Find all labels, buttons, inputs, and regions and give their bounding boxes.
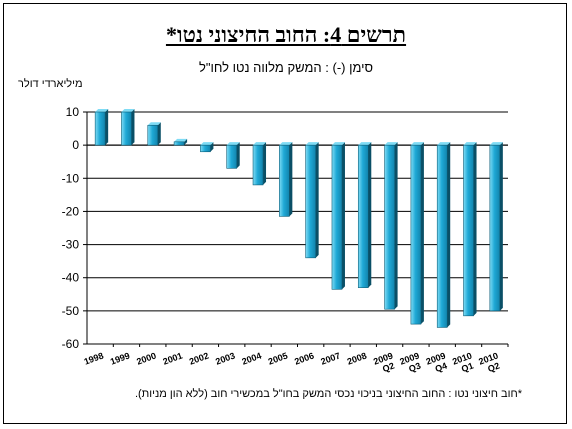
- bar: [357, 142, 372, 288]
- bar: [331, 142, 345, 290]
- y-axis-unit-label: מיליארדי דולר: [18, 78, 83, 90]
- bar-top: [331, 142, 345, 146]
- y-tick-label: -60: [62, 337, 80, 351]
- x-tick-label: 2001: [162, 350, 184, 366]
- bar: [173, 138, 188, 146]
- bar-top: [410, 142, 424, 146]
- bar-face: [410, 144, 422, 325]
- bar: [489, 142, 503, 312]
- bar-face: [436, 144, 448, 328]
- bar-face: [252, 144, 264, 186]
- axes: [83, 111, 509, 347]
- x-tick-label: 2002: [188, 350, 210, 366]
- bar: [226, 142, 240, 169]
- bar-top: [226, 142, 240, 146]
- bar-face: [357, 144, 369, 288]
- y-tick-label: 10: [66, 105, 80, 119]
- bar: [410, 142, 424, 325]
- bar-side: [157, 122, 161, 146]
- bar: [200, 142, 214, 153]
- bar-side: [368, 142, 372, 288]
- footnote: *חוב חיצוני נטו : החוב החיצוני בניכוי נכ…: [134, 388, 522, 400]
- chart-subtitle: סימן (-) : המשק מלווה נטו לחו"ל: [198, 60, 374, 75]
- x-tick-label: 1998: [83, 350, 105, 366]
- bar-side: [315, 142, 319, 258]
- chart-title: תרשים 4: החוב החיצוני נטו*: [165, 22, 407, 47]
- bar-face: [384, 144, 395, 310]
- y-tick-label: -10: [62, 171, 80, 185]
- x-tick-labels: 1998 1999 2000 2001 2002 2003 2004 2005 2006 2007…: [83, 350, 503, 376]
- bar-face: [331, 144, 343, 290]
- x-tick-label: 2007: [319, 350, 341, 366]
- bar-face: [121, 111, 132, 146]
- bar: [279, 142, 293, 217]
- bar: [305, 142, 319, 259]
- bar: [94, 109, 109, 146]
- bar: [147, 122, 161, 146]
- bar-top: [305, 142, 319, 146]
- bar: [384, 142, 398, 310]
- bar: [252, 142, 267, 186]
- bar-side: [473, 142, 477, 316]
- bar-side: [420, 142, 424, 325]
- bar-side: [131, 109, 135, 146]
- bar-face: [305, 144, 316, 259]
- bar-side: [499, 142, 503, 311]
- bar-top: [384, 142, 398, 146]
- y-tick-label: -50: [62, 304, 80, 318]
- x-tick-label: 2009Q4: [425, 350, 451, 376]
- x-tick-label: 2005: [267, 350, 289, 366]
- bar: [121, 109, 135, 146]
- bar-side: [105, 109, 109, 146]
- x-tick-label: 2006: [293, 350, 315, 366]
- bar-face: [173, 141, 185, 146]
- bar-top: [463, 142, 477, 146]
- bar-side: [210, 142, 214, 152]
- x-tick-label: 2009Q2: [372, 350, 398, 376]
- bars: [94, 109, 503, 328]
- bar-side: [394, 142, 398, 310]
- bar-top: [279, 142, 293, 146]
- bar-top: [437, 142, 451, 146]
- bar-top: [200, 142, 214, 146]
- bar-face: [489, 144, 501, 312]
- x-tick-label: 2004: [240, 350, 262, 366]
- bar-side: [341, 142, 345, 290]
- bar-face: [200, 144, 211, 153]
- bar-face: [463, 144, 474, 317]
- bar-side: [263, 142, 267, 185]
- bar-top: [95, 109, 109, 112]
- y-tick-label: -20: [62, 204, 80, 218]
- bar-side: [184, 138, 188, 146]
- x-tick-label: 2010Q1: [451, 350, 477, 376]
- bar-top: [174, 138, 188, 142]
- x-tick-label: 2008: [346, 350, 368, 366]
- bar-top: [121, 109, 135, 112]
- bar-top: [358, 142, 372, 146]
- bar-face: [94, 111, 106, 146]
- bar-face: [279, 144, 290, 217]
- y-tick-labels: 10 0 -10 -20 -30 -40 -50 -60: [62, 105, 80, 351]
- x-tick-label: 2003: [214, 350, 236, 366]
- bar: [463, 142, 477, 317]
- bar-side: [447, 142, 451, 328]
- bar-side: [289, 142, 293, 217]
- bar-face: [226, 144, 238, 169]
- bar-side: [236, 142, 240, 169]
- x-tick-label: 1999: [109, 350, 131, 366]
- x-tick-label: 2000: [135, 350, 157, 366]
- y-tick-label: -30: [62, 238, 80, 252]
- y-tick-label: 0: [72, 138, 79, 152]
- x-tick-label: 2009Q3: [398, 350, 424, 376]
- x-tick-label: 2010Q2: [477, 350, 503, 376]
- bar-top: [147, 122, 161, 126]
- bar-top: [253, 142, 267, 146]
- bar: [436, 142, 451, 328]
- bar-top: [489, 142, 503, 146]
- bar-face: [147, 124, 159, 146]
- y-tick-label: -40: [62, 271, 80, 285]
